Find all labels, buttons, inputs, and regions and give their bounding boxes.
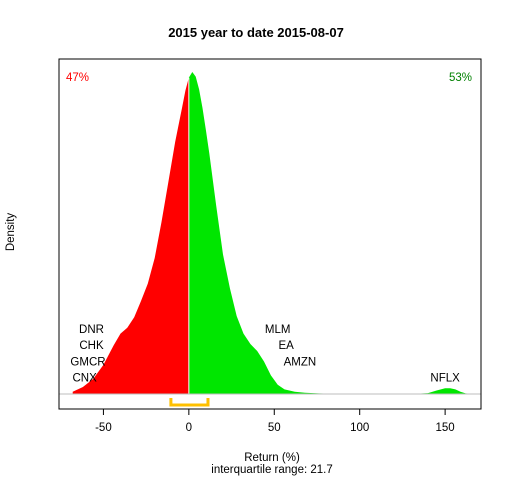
y-axis-label: Density (5, 213, 17, 252)
x-tick-label: 50 (268, 422, 281, 434)
x-axis-sublabel: interquartile range: 21.7 (211, 464, 332, 476)
chart-title: 2015 year to date 2015-08-07 (168, 25, 344, 40)
ticker-label-chk: CHK (79, 340, 104, 352)
ticker-label-dnr: DNR (79, 324, 104, 336)
ticker-label-gmcr: GMCR (70, 357, 105, 369)
ticker-label-cnx: CNX (72, 373, 97, 385)
ticker-label-nflx: NFLX (430, 373, 460, 385)
negative-returns-area (72, 77, 189, 395)
iqr-bracket (169, 398, 210, 407)
ticker-label-mlm: MLM (265, 324, 291, 336)
x-axis: -50 0 50 100 150 (95, 408, 455, 434)
x-tick-label: -50 (95, 422, 112, 434)
x-tick-label: 0 (186, 422, 192, 434)
x-tick-label: 100 (350, 422, 369, 434)
plot-area (59, 72, 481, 407)
ticker-label-ea: EA (279, 340, 295, 352)
x-axis-label: Return (%) (244, 452, 300, 464)
negative-share-label: 47% (66, 72, 89, 84)
positive-share-label: 53% (449, 72, 472, 84)
ticker-label-amzn: AMZN (284, 357, 317, 369)
positive-returns-area (188, 72, 476, 394)
ticker-annotations: DNR CHK GMCR CNX MLM EA AMZN NFLX (70, 324, 460, 385)
x-tick-label: 150 (436, 422, 455, 434)
